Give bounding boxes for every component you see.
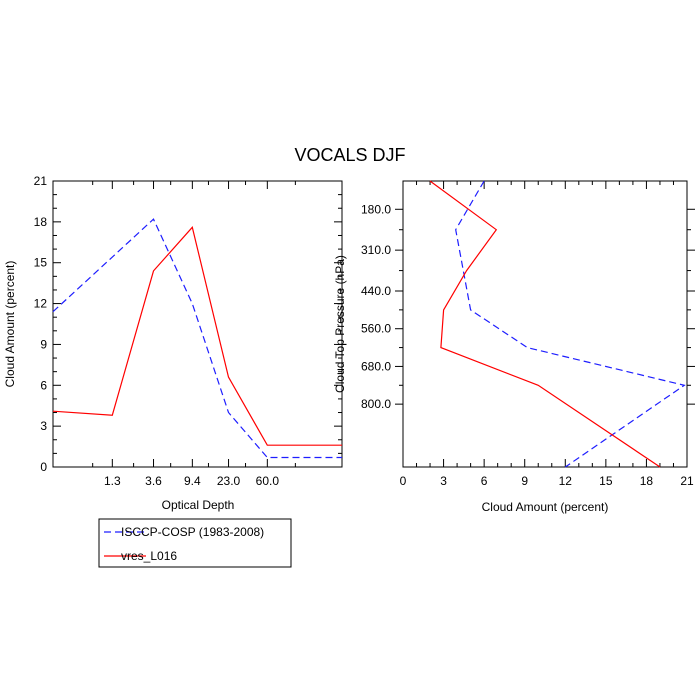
- left-x-tick-label: 60.0: [256, 474, 280, 488]
- left-x-tick-label: 1.3: [104, 474, 121, 488]
- left-y-tick-label: 15: [34, 256, 48, 270]
- left-series-line-model: [52, 226, 342, 446]
- left-y-tick-label: 21: [34, 174, 48, 188]
- left-y-axis-label: Cloud Amount (percent): [3, 261, 17, 388]
- right-x-tick-label: 21: [680, 474, 694, 488]
- left-y-tick-label: 0: [40, 460, 47, 474]
- right-y-tick-label: 180.0: [361, 202, 391, 216]
- right-x-tick-label: 0: [400, 474, 407, 488]
- right-series-line-model: [429, 180, 661, 468]
- right-x-tick-label: 12: [559, 474, 573, 488]
- right-y-tick-label: 800.0: [361, 397, 391, 411]
- left-y-tick-label: 9: [40, 337, 47, 351]
- legend-label-isccp: ISCCP-COSP (1983-2008): [121, 525, 264, 539]
- right-plot-frame: [402, 180, 688, 468]
- left-x-tick-label: 23.0: [217, 474, 241, 488]
- legend-label-model: vres_L016: [121, 549, 177, 563]
- right-y-tick-label: 680.0: [361, 359, 391, 373]
- left-axis-ticks: 1.3 3.6 9.4 23.0 60.0 0 3 6 9 12 15 18 21: [34, 174, 342, 488]
- right-y-tick-label: 310.0: [361, 243, 391, 257]
- legend-box: [98, 518, 292, 568]
- left-x-axis-label: Optical Depth: [162, 498, 235, 512]
- left-y-tick-label: 12: [34, 297, 48, 311]
- right-series-line-isccp: [455, 180, 686, 468]
- right-x-tick-label: 18: [640, 474, 654, 488]
- right-x-tick-label: 6: [481, 474, 488, 488]
- right-y-tick-label: 560.0: [361, 322, 391, 336]
- chart-title: VOCALS DJF: [294, 145, 405, 165]
- left-plot-frame: [52, 180, 343, 468]
- right-axis-ticks: 0 3 6 9 12 15 18 21 180.0 310.0 440.0 560.0 680.0 800…: [361, 181, 695, 488]
- right-series-group: [429, 180, 686, 468]
- left-series-line-isccp: [52, 218, 342, 459]
- right-x-tick-label: 3: [440, 474, 447, 488]
- legend: ISCCP-COSP (1983-2008) vres_L016: [98, 518, 292, 568]
- right-x-tick-label: 9: [521, 474, 528, 488]
- left-panel: 1.3 3.6 9.4 23.0 60.0 0 3 6 9 12 15 18 21 Optical De…: [3, 174, 343, 512]
- right-y-tick-label: 440.0: [361, 284, 391, 298]
- right-x-axis-label: Cloud Amount (percent): [482, 500, 609, 514]
- left-series-group: [52, 218, 342, 459]
- right-y-axis-label: Cloud Top Pressure (hPa): [333, 255, 347, 393]
- left-x-tick-label: 9.4: [184, 474, 201, 488]
- left-y-tick-label: 18: [34, 215, 48, 229]
- right-panel: 0 3 6 9 12 15 18 21 180.0 310.0 440.0 560.0 680.0 800…: [333, 180, 695, 514]
- left-y-tick-label: 6: [40, 378, 47, 392]
- left-x-tick-label: 3.6: [145, 474, 162, 488]
- left-y-tick-label: 3: [40, 419, 47, 433]
- right-x-tick-label: 15: [599, 474, 613, 488]
